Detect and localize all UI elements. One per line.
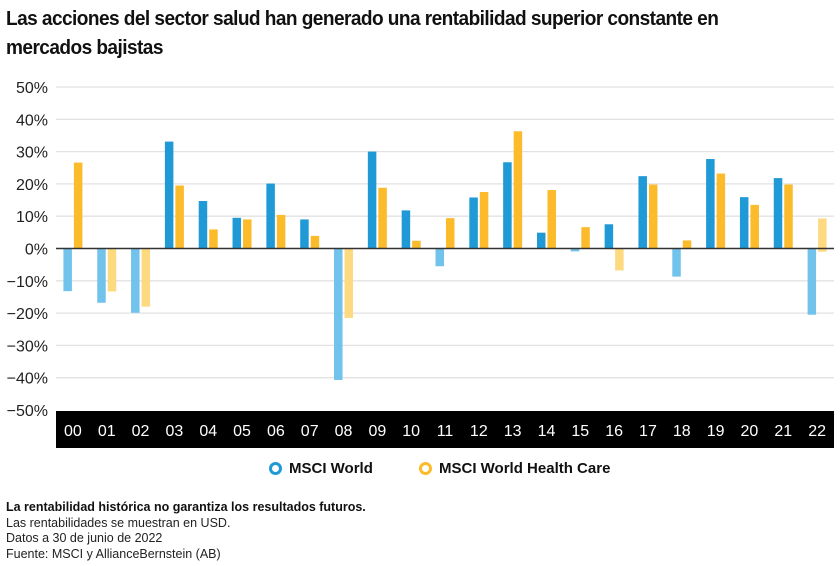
y-tick-label: −30% xyxy=(7,338,48,355)
bar-msci-world-01 xyxy=(97,248,106,303)
y-tick-label: 10% xyxy=(16,209,48,226)
x-tick-label: 10 xyxy=(402,423,420,440)
x-tick-label: 02 xyxy=(132,423,150,440)
date-note: Datos a 30 de junio de 2022 xyxy=(6,531,163,545)
y-tick-label: 30% xyxy=(16,145,48,162)
bar-msci-world-22 xyxy=(807,248,817,315)
y-axis-ticks: 50% 40% 30% 20% 10% 0% −10% −20% −30% −40% −50% xyxy=(7,80,48,420)
bar-msci-world-21 xyxy=(773,178,783,249)
y-tick-label: −10% xyxy=(7,274,48,291)
y-tick-label: 40% xyxy=(16,112,48,129)
bar-msci-world-20 xyxy=(739,197,749,249)
bar-msci-world-health-care-05 xyxy=(243,219,252,249)
bar-msci-world-04 xyxy=(198,201,208,249)
legend-item-msci-world-health-care: MSCI World Health Care xyxy=(419,460,610,477)
x-tick-label: 08 xyxy=(335,423,353,440)
bar-msci-world-health-care-20 xyxy=(750,204,759,249)
x-tick-label: 22 xyxy=(808,423,826,440)
bar-msci-world-19 xyxy=(706,159,715,249)
x-tick-label: 16 xyxy=(605,423,623,440)
bar-msci-world-health-care-22 xyxy=(818,218,827,252)
x-tick-label: 07 xyxy=(301,423,319,440)
bar-msci-world-health-care-18 xyxy=(682,240,692,249)
footnotes: La rentabilidad histórica no garantiza l… xyxy=(6,500,366,562)
legend: MSCI World MSCI World Health Care xyxy=(0,460,840,484)
x-tick-label: 15 xyxy=(571,423,589,440)
bar-msci-world-health-care-04 xyxy=(209,229,218,249)
bar-msci-world-health-care-06 xyxy=(276,214,286,249)
bar-msci-world-18 xyxy=(672,248,681,277)
bar-msci-world-health-care-15 xyxy=(581,227,590,249)
x-tick-label: 12 xyxy=(470,423,488,440)
chart-title: Las acciones del sector salud han genera… xyxy=(6,7,719,59)
bars xyxy=(63,131,827,380)
bar-msci-world-17 xyxy=(638,176,647,249)
bar-msci-world-health-care-00 xyxy=(73,162,83,249)
x-tick-label: 21 xyxy=(774,423,792,440)
bar-msci-world-07 xyxy=(300,219,309,249)
bar-msci-world-health-care-14 xyxy=(547,190,556,249)
bar-msci-world-05 xyxy=(232,217,242,249)
legend-marker-icon xyxy=(269,462,282,475)
bar-msci-world-15 xyxy=(570,248,580,252)
x-tick-label: 05 xyxy=(233,423,251,440)
x-tick-label: 11 xyxy=(437,423,454,440)
bar-msci-world-health-care-08 xyxy=(344,248,354,318)
bar-msci-world-12 xyxy=(469,197,478,249)
bar-msci-world-health-care-21 xyxy=(784,184,793,249)
bar-msci-world-health-care-11 xyxy=(446,218,455,249)
source-note: Fuente: MSCI y AllianceBernstein (AB) xyxy=(6,546,221,561)
x-tick-label: 09 xyxy=(368,423,386,440)
bar-msci-world-health-care-09 xyxy=(378,187,387,249)
bar-msci-world-02 xyxy=(131,248,140,313)
bar-msci-world-health-care-12 xyxy=(479,191,489,249)
x-axis-band xyxy=(56,411,834,448)
y-tick-label: −40% xyxy=(7,371,48,388)
x-tick-label: 00 xyxy=(64,423,82,440)
bar-msci-world-08 xyxy=(334,248,343,380)
bar-msci-world-health-care-16 xyxy=(615,248,624,271)
y-tick-label: 50% xyxy=(16,80,48,97)
y-tick-label: −20% xyxy=(7,306,48,323)
bar-msci-world-00 xyxy=(63,248,72,292)
bar-msci-world-health-care-01 xyxy=(107,248,117,292)
bar-msci-world-14 xyxy=(536,232,546,249)
bar-msci-world-10 xyxy=(401,210,411,249)
x-tick-label: 19 xyxy=(707,423,725,440)
x-tick-label: 03 xyxy=(165,423,183,440)
x-tick-label: 17 xyxy=(639,423,657,440)
currency-note: Las rentabilidades se muestran en USD. xyxy=(6,515,231,530)
x-tick-label: 06 xyxy=(267,423,285,440)
bar-msci-world-13 xyxy=(503,162,512,249)
bar-msci-world-health-care-19 xyxy=(716,173,726,249)
bar-msci-world-11 xyxy=(435,248,444,267)
bar-chart: 50% 40% 30% 20% 10% 0% −10% −20% −30% −40% −50% 00… xyxy=(7,80,834,448)
x-tick-label: 04 xyxy=(199,423,217,440)
bar-msci-world-health-care-10 xyxy=(412,240,421,249)
x-tick-label: 13 xyxy=(504,423,522,440)
y-tick-label: 0% xyxy=(25,242,48,259)
legend-item-msci-world: MSCI World xyxy=(269,460,373,477)
bar-msci-world-health-care-02 xyxy=(141,248,151,307)
bar-msci-world-health-care-03 xyxy=(175,185,184,249)
x-tick-label: 18 xyxy=(673,423,691,440)
bar-msci-world-16 xyxy=(604,224,614,249)
bar-msci-world-health-care-13 xyxy=(513,131,523,249)
x-tick-label: 20 xyxy=(741,423,759,440)
y-tick-label: −50% xyxy=(7,403,48,420)
bar-msci-world-09 xyxy=(367,151,377,249)
bar-msci-world-06 xyxy=(266,183,275,249)
bar-msci-world-03 xyxy=(164,141,174,249)
x-tick-label: 14 xyxy=(538,423,556,440)
bar-msci-world-health-care-17 xyxy=(648,184,658,249)
y-tick-label: 20% xyxy=(16,177,48,194)
x-axis-ticks: 00 01 02 03 04 05 06 07 08 09 10 11 12 13 14 15 16 17 18 19… xyxy=(64,423,826,440)
disclaimer: La rentabilidad histórica no garantiza l… xyxy=(6,500,366,514)
bar-msci-world-health-care-07 xyxy=(310,235,320,249)
x-tick-label: 01 xyxy=(98,423,116,440)
legend-marker-icon xyxy=(419,462,432,475)
legend-label: MSCI World xyxy=(289,460,373,477)
legend-label: MSCI World Health Care xyxy=(439,460,611,477)
